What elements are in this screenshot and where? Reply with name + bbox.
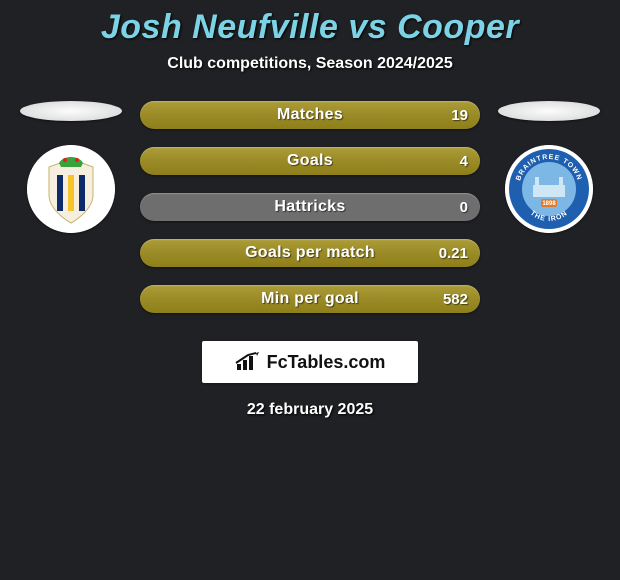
right-club-badge: 1898 BRAINTREE TOWN THE IRON [505, 145, 593, 233]
stat-bar: Matches 19 [140, 101, 480, 129]
stat-bar: Goals per match 0.21 [140, 239, 480, 267]
stat-label: Goals per match [245, 244, 375, 262]
svg-text:1898: 1898 [542, 201, 556, 207]
brand-chart-icon [235, 352, 261, 372]
player-right-ellipse [498, 101, 600, 121]
stat-value-right: 0.21 [439, 239, 468, 267]
stat-bar: Min per goal 582 [140, 285, 480, 313]
stat-value-right: 4 [460, 147, 468, 175]
stat-label: Hattricks [274, 198, 345, 216]
stat-label: Matches [277, 106, 343, 124]
braintree-crest-icon: 1898 BRAINTREE TOWN THE IRON [505, 145, 593, 233]
player-left-ellipse [20, 101, 122, 121]
stat-label: Min per goal [261, 290, 359, 308]
stat-value-right: 19 [451, 101, 468, 129]
sutton-crest-icon [27, 145, 115, 233]
left-club-badge [27, 145, 115, 233]
date-line: 22 february 2025 [247, 401, 373, 419]
stat-value-right: 582 [443, 285, 468, 313]
brand-badge: FcTables.com [202, 341, 418, 383]
right-column: 1898 BRAINTREE TOWN THE IRON [494, 101, 604, 233]
stat-bars: Matches 19 Goals 4 Hattricks 0 Goals per match… [140, 101, 480, 313]
stat-value-right: 0 [460, 193, 468, 221]
page-title: Josh Neufville vs Cooper [101, 8, 519, 47]
comparison-card: Josh Neufville vs Cooper Club competitio… [0, 0, 620, 419]
subtitle: Club competitions, Season 2024/2025 [167, 55, 452, 73]
content-row: Matches 19 Goals 4 Hattricks 0 Goals per match… [0, 101, 620, 313]
stat-label: Goals [287, 152, 333, 170]
stat-bar: Goals 4 [140, 147, 480, 175]
brand-text: FcTables.com [267, 352, 386, 373]
left-column [16, 101, 126, 233]
stat-bar: Hattricks 0 [140, 193, 480, 221]
